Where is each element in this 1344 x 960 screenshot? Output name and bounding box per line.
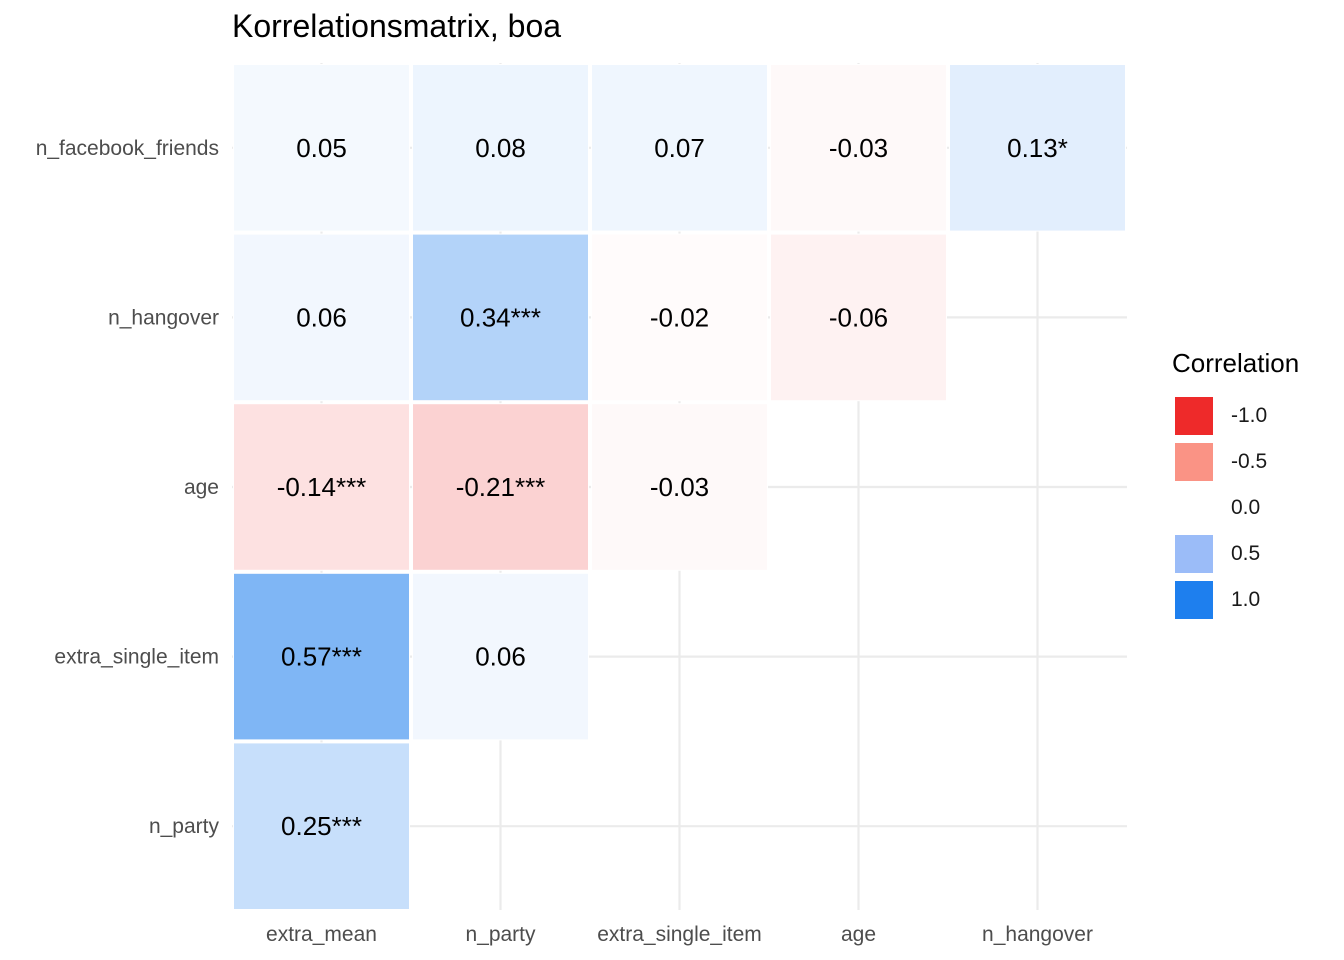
- heatmap-tile: [770, 64, 947, 232]
- heatmap-tile: [591, 233, 768, 402]
- cell-value-label: 0.34***: [460, 302, 541, 332]
- legend-item: 0.5: [1172, 531, 1299, 577]
- cell-value-label: 0.57***: [281, 642, 362, 672]
- heatmap-tile: [949, 64, 1126, 232]
- legend-label: -1.0: [1231, 404, 1268, 427]
- cell-value-label: -0.06: [829, 302, 888, 332]
- cell-value-label: 0.07: [654, 133, 705, 163]
- correlation-heatmap: 0.05 0.08 0.07 -0.03 0.13* 0.06 0.34*** -0.02 -0…: [36, 63, 1127, 946]
- heatmap-tile: [412, 233, 589, 402]
- x-tick-label: n_hangover: [982, 923, 1093, 946]
- cell-value-label: 0.05: [296, 133, 347, 163]
- heatmap-tile: [233, 233, 410, 402]
- legend-label: 1.0: [1231, 588, 1261, 611]
- legend-swatch: [1175, 489, 1213, 527]
- heatmap-tile: [233, 403, 410, 571]
- heatmap-tile: [591, 64, 768, 232]
- legend-swatch: [1175, 535, 1213, 573]
- y-tick-label: n_party: [149, 815, 220, 838]
- cell-value-label: -0.02: [650, 302, 709, 332]
- y-tick-label: n_facebook_friends: [36, 137, 219, 160]
- cell-value-label: -0.21***: [456, 472, 546, 502]
- heatmap-tile: [412, 572, 589, 741]
- legend-swatch: [1175, 581, 1213, 619]
- cell-value-label: 0.06: [296, 302, 347, 332]
- x-tick-label: extra_single_item: [597, 923, 762, 946]
- legend-item: 1.0: [1172, 577, 1299, 623]
- cell-value-label: -0.03: [829, 133, 888, 163]
- heatmap-tile: [412, 64, 589, 232]
- legend-swatch: [1175, 397, 1213, 435]
- y-tick-label: extra_single_item: [54, 646, 219, 669]
- cell-value-label: 0.25***: [281, 811, 362, 841]
- legend-title: Correlation: [1172, 348, 1300, 378]
- heatmap-tile: [591, 403, 768, 571]
- heatmap-tiles: [233, 64, 1126, 911]
- heatmap-tile: [233, 572, 410, 741]
- x-tick-label: age: [841, 923, 876, 946]
- x-axis: extra_mean n_party extra_single_item age n_h…: [266, 923, 1093, 946]
- cell-value-label: 0.08: [475, 133, 526, 163]
- legend-label: 0.0: [1231, 496, 1261, 519]
- legend-label: 0.5: [1231, 542, 1261, 565]
- legend-item: 0.0: [1172, 485, 1299, 531]
- cell-value-label: -0.14***: [277, 472, 367, 502]
- cell-value-label: 0.13*: [1007, 133, 1068, 163]
- heatmap-tile: [233, 742, 410, 911]
- x-tick-label: extra_mean: [266, 923, 377, 946]
- legend-item: -0.5: [1172, 439, 1299, 485]
- heatmap-tile: [770, 233, 947, 402]
- x-tick-label: n_party: [465, 923, 536, 946]
- heatmap-tile: [412, 403, 589, 571]
- cell-value-label: -0.03: [650, 472, 709, 502]
- cell-labels: 0.05 0.08 0.07 -0.03 0.13* 0.06 0.34*** -0.02 -0…: [277, 133, 1068, 841]
- legend-item: -1.0: [1172, 393, 1299, 439]
- legend-swatch: [1175, 443, 1213, 481]
- y-tick-label: age: [184, 476, 219, 499]
- y-tick-label: n_hangover: [108, 306, 219, 329]
- cell-value-label: 0.06: [475, 642, 526, 672]
- chart-title: Korrelationsmatrix, boa: [232, 8, 562, 44]
- legend-label: -0.5: [1231, 450, 1268, 473]
- heatmap-tile: [233, 64, 410, 232]
- legend: Correlation -1.0 -0.5 0.0 0.5 1.0: [1172, 348, 1299, 623]
